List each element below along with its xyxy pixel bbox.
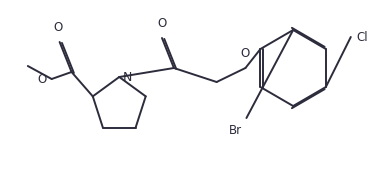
Text: O: O (241, 47, 250, 60)
Text: Br: Br (229, 124, 243, 137)
Text: O: O (157, 17, 167, 30)
Text: O: O (37, 73, 47, 85)
Text: N: N (123, 71, 132, 83)
Text: Cl: Cl (357, 30, 368, 44)
Text: O: O (53, 21, 62, 34)
